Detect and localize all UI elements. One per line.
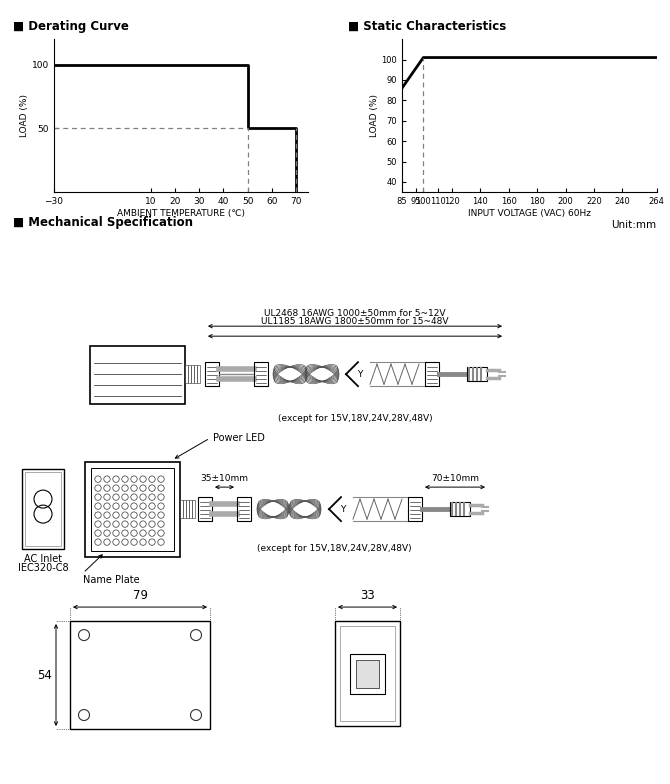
Bar <box>185 365 188 383</box>
Text: 54: 54 <box>37 669 52 681</box>
Bar <box>254 362 268 387</box>
Text: AC Inlet: AC Inlet <box>24 554 62 564</box>
Text: ■ Derating Curve: ■ Derating Curve <box>13 20 129 33</box>
Bar <box>25 472 61 546</box>
Text: Power LED: Power LED <box>213 433 265 443</box>
Text: 70±10mm: 70±10mm <box>431 474 479 483</box>
Text: (except for 15V,18V,24V,28V,48V): (except for 15V,18V,24V,28V,48V) <box>257 544 411 553</box>
Text: Unit:mm: Unit:mm <box>612 220 657 230</box>
Text: IEC320-C8: IEC320-C8 <box>17 563 68 573</box>
Bar <box>91 468 174 551</box>
Text: 79: 79 <box>133 589 147 602</box>
Bar <box>183 500 186 518</box>
Bar <box>205 362 219 387</box>
Bar <box>356 660 379 688</box>
Bar <box>188 365 191 383</box>
Text: ■ Static Characteristics: ■ Static Characteristics <box>348 20 507 33</box>
Bar <box>198 497 212 521</box>
Bar <box>191 365 194 383</box>
Text: Y: Y <box>357 369 362 379</box>
Bar <box>194 365 197 383</box>
X-axis label: AMBIENT TEMPERATURE (℃): AMBIENT TEMPERATURE (℃) <box>117 209 245 218</box>
Text: UL2468 16AWG 1000±50mm for 5~12V: UL2468 16AWG 1000±50mm for 5~12V <box>264 309 446 318</box>
Text: Name Plate: Name Plate <box>83 575 139 585</box>
Text: 35±10mm: 35±10mm <box>200 474 249 483</box>
Bar <box>180 500 183 518</box>
Bar <box>192 500 195 518</box>
Bar <box>467 367 487 381</box>
Bar <box>340 626 395 721</box>
Bar <box>90 347 185 404</box>
Bar <box>450 502 470 516</box>
Bar <box>237 497 251 521</box>
Bar <box>350 654 385 694</box>
Bar <box>85 462 180 557</box>
Text: 33: 33 <box>360 589 375 602</box>
Bar <box>335 621 400 726</box>
Text: (except for 15V,18V,24V,28V,48V): (except for 15V,18V,24V,28V,48V) <box>278 414 433 423</box>
Y-axis label: LOAD (%): LOAD (%) <box>19 94 29 137</box>
Bar <box>186 500 189 518</box>
Bar <box>425 362 439 387</box>
Y-axis label: LOAD (%): LOAD (%) <box>370 94 379 137</box>
Bar <box>408 497 422 521</box>
Bar <box>70 621 210 729</box>
X-axis label: INPUT VOLTAGE (VAC) 60Hz: INPUT VOLTAGE (VAC) 60Hz <box>468 209 591 218</box>
Bar <box>22 469 64 549</box>
Text: Y: Y <box>340 505 345 514</box>
Text: ■ Mechanical Specification: ■ Mechanical Specification <box>13 216 194 229</box>
Text: UL1185 18AWG 1800±50mm for 15~48V: UL1185 18AWG 1800±50mm for 15~48V <box>261 318 449 326</box>
Bar <box>189 500 192 518</box>
Bar <box>197 365 200 383</box>
